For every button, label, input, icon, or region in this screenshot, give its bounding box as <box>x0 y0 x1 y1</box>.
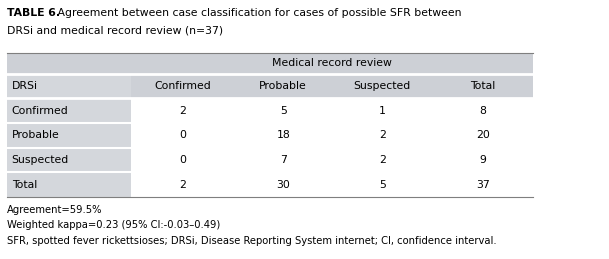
Text: Probable: Probable <box>259 81 307 91</box>
Text: 0: 0 <box>179 130 186 140</box>
Text: Agreement between case classification for cases of possible SFR between: Agreement between case classification fo… <box>54 8 461 18</box>
Text: Medical record review: Medical record review <box>272 59 392 68</box>
Text: 7: 7 <box>280 155 287 165</box>
Text: Agreement=59.5%: Agreement=59.5% <box>7 205 103 215</box>
Text: 20: 20 <box>476 130 490 140</box>
Text: 2: 2 <box>179 106 186 116</box>
Text: 37: 37 <box>476 179 490 190</box>
Text: 1: 1 <box>379 106 385 116</box>
Text: 5: 5 <box>379 179 385 190</box>
Text: Probable: Probable <box>12 130 59 140</box>
Text: 8: 8 <box>479 106 486 116</box>
Text: 18: 18 <box>276 130 290 140</box>
Text: Confirmed: Confirmed <box>154 81 211 91</box>
Text: 0: 0 <box>179 155 186 165</box>
Text: Suspected: Suspected <box>12 155 69 165</box>
Text: 2: 2 <box>379 155 385 165</box>
Text: Confirmed: Confirmed <box>12 106 68 116</box>
Text: DRSi: DRSi <box>12 81 38 91</box>
Text: DRSi and medical record review (n=37): DRSi and medical record review (n=37) <box>7 26 224 36</box>
Text: Total: Total <box>470 81 495 91</box>
Text: Weighted kappa=0.23 (95% CI:-0.03–0.49): Weighted kappa=0.23 (95% CI:-0.03–0.49) <box>7 220 220 230</box>
Text: Suspected: Suspected <box>353 81 411 91</box>
Text: TABLE 6.: TABLE 6. <box>7 8 60 18</box>
Text: 30: 30 <box>276 179 290 190</box>
Text: 2: 2 <box>379 130 385 140</box>
Text: Total: Total <box>12 179 37 190</box>
Text: 5: 5 <box>280 106 287 116</box>
Text: SFR, spotted fever rickettsioses; DRSi, Disease Reporting System internet; CI, c: SFR, spotted fever rickettsioses; DRSi, … <box>7 236 497 246</box>
Text: 2: 2 <box>179 179 186 190</box>
Text: 9: 9 <box>479 155 486 165</box>
